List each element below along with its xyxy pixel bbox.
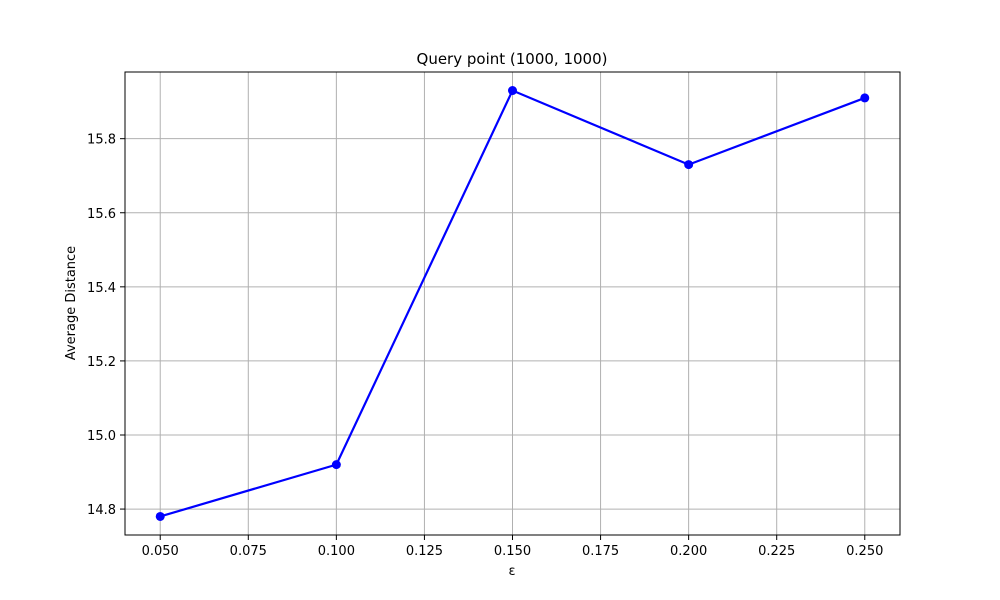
- chart-title: Query point (1000, 1000): [417, 50, 608, 68]
- x-tick-label: 0.125: [406, 544, 443, 559]
- x-tick-label: 0.175: [582, 544, 619, 559]
- y-tick-label: 15.8: [87, 133, 116, 148]
- x-axis-label: ε: [508, 564, 515, 579]
- y-tick-label: 15.0: [87, 429, 116, 444]
- x-tick-label: 0.150: [494, 544, 531, 559]
- plot-series: [155, 86, 870, 521]
- x-tick-label: 0.250: [846, 544, 883, 559]
- y-axis-label: Average Distance: [64, 246, 79, 360]
- y-tick-label: 14.8: [87, 503, 116, 518]
- y-tick-label: 15.2: [87, 355, 116, 370]
- x-tick-label: 0.100: [318, 544, 355, 559]
- grid-lines: [125, 72, 900, 535]
- x-tick-label: 0.050: [142, 544, 179, 559]
- data-point: [331, 460, 341, 470]
- data-point: [860, 93, 870, 103]
- y-tick-label: 15.6: [87, 207, 116, 222]
- data-point: [155, 511, 165, 521]
- data-point: [684, 160, 694, 170]
- x-tick-label: 0.075: [230, 544, 267, 559]
- y-tick-label: 15.4: [87, 281, 116, 296]
- x-tick-label: 0.225: [758, 544, 795, 559]
- data-point: [508, 86, 517, 96]
- x-tick-label: 0.200: [670, 544, 707, 559]
- axis-ticks: 0.050 0.075 0.100 0.125 0.150 0.175 0.200 0.225…: [87, 133, 883, 559]
